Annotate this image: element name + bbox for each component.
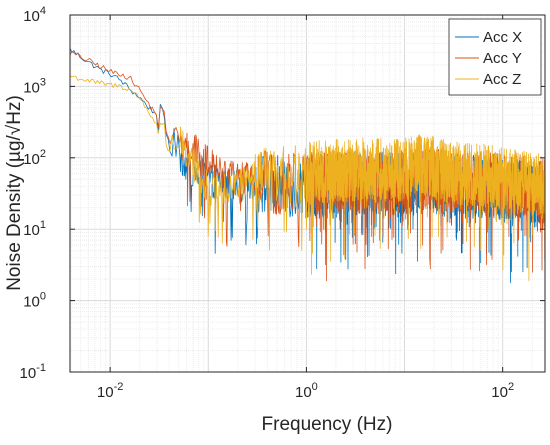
y-tick-label: 104 (23, 5, 46, 25)
y-tick-label: 10-1 (20, 362, 46, 382)
x-tick-label: 100 (295, 381, 318, 401)
y-tick-label: 101 (23, 219, 46, 239)
legend-label: Acc X (483, 29, 522, 46)
y-tick-label: 100 (23, 291, 46, 311)
x-tick-labels: 10-2 100 102 (97, 381, 514, 401)
ticks (70, 14, 545, 373)
series-group (69, 48, 546, 284)
x-tick-label: 102 (491, 381, 514, 401)
y-tick-label: 102 (23, 148, 46, 168)
x-axis-label: Frequency (Hz) (262, 414, 393, 435)
legend-label: Acc Z (483, 71, 521, 88)
legend-label: Acc Y (483, 50, 522, 67)
x-tick-label: 10-2 (97, 381, 123, 401)
legend-box (448, 18, 542, 96)
y-tick-labels: 10-1 100 101 102 103 104 (20, 5, 46, 382)
y-axis-label: Noise Density (µg/√Hz) (4, 95, 25, 291)
series-line-acc-z (69, 75, 546, 282)
y-tick-label: 103 (23, 76, 46, 96)
plot-frame (69, 14, 546, 373)
legend: Acc X Acc Y Acc Z (448, 18, 542, 96)
